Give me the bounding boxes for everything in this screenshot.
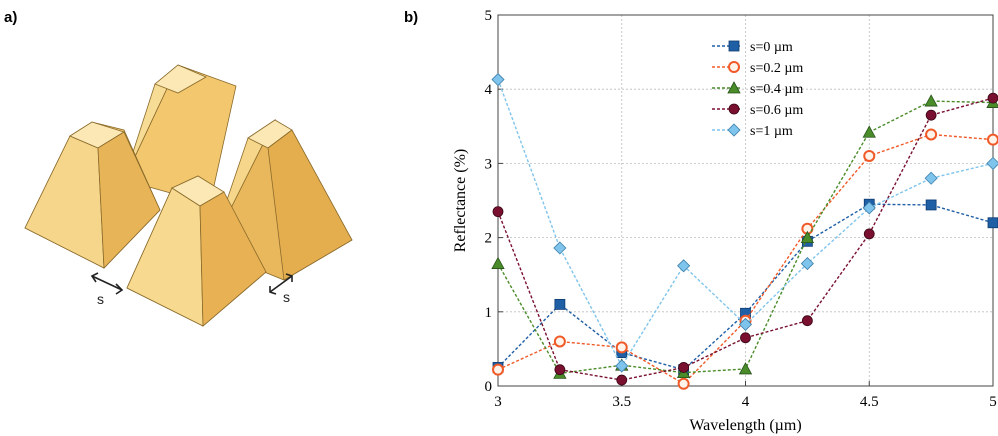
data-point <box>738 317 753 331</box>
spacing-arrow-right <box>269 273 293 295</box>
y-tick-label: 1 <box>485 305 493 321</box>
series-3 <box>492 92 998 386</box>
x-tick-label: 4 <box>742 394 750 410</box>
x-axis-title: Wavelength (µm) <box>689 417 801 434</box>
legend-marker <box>727 81 741 94</box>
x-tick-label: 3 <box>494 394 502 410</box>
data-point <box>924 94 938 107</box>
data-point <box>553 241 567 255</box>
legend-label: s=0 µm <box>750 40 793 55</box>
data-point <box>615 359 629 373</box>
data-point <box>492 206 504 218</box>
reflectance-chart: 3 3.5 4 4.5 5 0 1 2 3 4 5 Wavelength (µm) Reflectanc… <box>452 8 998 434</box>
y-tick-label: 4 <box>485 82 493 98</box>
data-point <box>491 256 505 269</box>
x-tick-label: 4.5 <box>860 394 879 410</box>
data-point <box>801 315 813 327</box>
data-point <box>553 335 566 348</box>
y-tick-label: 5 <box>485 8 493 24</box>
data-point <box>986 156 998 170</box>
data-point <box>862 201 876 215</box>
data-point <box>925 128 938 141</box>
legend-label: s=0.6 µm <box>750 103 803 118</box>
data-point <box>863 228 875 240</box>
y-tick-label: 2 <box>485 231 493 247</box>
data-point <box>678 362 690 373</box>
data-point <box>492 363 504 376</box>
legend-label: s=1 µm <box>750 124 793 139</box>
pyramid-front <box>126 175 267 327</box>
x-tick-label: 5 <box>989 394 997 410</box>
panel-b-label: b) <box>404 9 418 26</box>
data-point <box>677 259 691 273</box>
legend-marker <box>728 103 740 115</box>
data-point <box>554 298 566 310</box>
data-point <box>677 377 690 390</box>
data-point <box>987 217 998 229</box>
data-point <box>738 362 753 375</box>
data-point <box>987 133 998 146</box>
data-point <box>800 230 815 244</box>
data-point <box>987 92 998 104</box>
spacing-label-right: s <box>283 289 290 305</box>
panel-a: a) <box>4 9 353 327</box>
panel-a-label: a) <box>4 9 17 26</box>
data-point <box>554 364 566 376</box>
series-4 <box>491 72 998 373</box>
data-point <box>925 109 937 121</box>
pyramid-left <box>24 121 161 269</box>
legend-marker <box>728 40 740 52</box>
data-point <box>616 374 628 386</box>
pyramid-back-center <box>123 64 237 205</box>
spacing-label-left: s <box>97 291 104 307</box>
panel-b: b) 3 3.5 4 4.5 5 0 1 2 3 4 5 Wavelength (µm) Reflect… <box>404 8 998 434</box>
y-tick-label: 0 <box>485 379 493 395</box>
data-point <box>862 125 876 138</box>
x-tick-label: 3.5 <box>612 394 631 410</box>
data-point <box>615 341 628 354</box>
spacing-arrow-left <box>90 272 124 295</box>
y-axis-title: Reflectance (%) <box>452 149 469 252</box>
legend-label: s=0.2 µm <box>750 61 803 76</box>
data-point <box>800 257 814 271</box>
data-point <box>740 332 751 344</box>
series-line <box>497 97 994 381</box>
data-point <box>925 199 937 211</box>
legend: s=0 µm s=0.2 µm s=0.4 µm s=0.6 µm s=1 µm <box>712 40 803 139</box>
y-tick-label: 3 <box>485 156 493 172</box>
data-point <box>924 171 938 185</box>
legend-label: s=0.4 µm <box>750 82 803 97</box>
data-point <box>863 149 876 162</box>
legend-marker <box>727 123 741 137</box>
data-point <box>491 72 505 87</box>
legend-marker <box>728 61 740 73</box>
